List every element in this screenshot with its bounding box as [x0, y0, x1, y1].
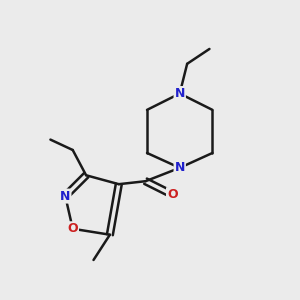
Text: O: O [68, 222, 78, 235]
Text: N: N [60, 190, 70, 202]
Text: N: N [175, 87, 185, 100]
Text: N: N [175, 161, 185, 174]
Text: O: O [167, 188, 178, 201]
